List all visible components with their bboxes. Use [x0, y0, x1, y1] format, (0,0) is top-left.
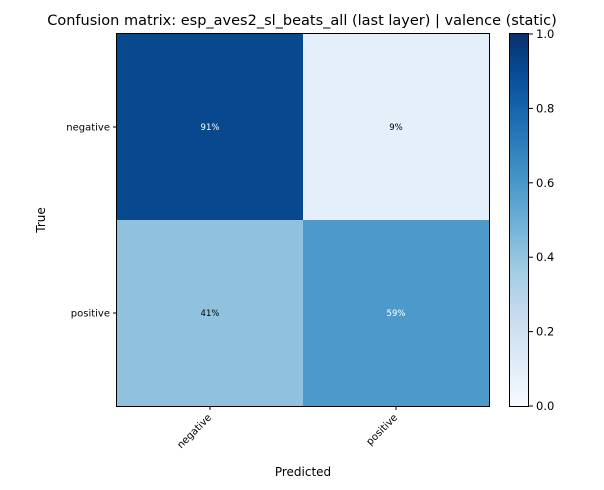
plot-frame — [116, 33, 490, 407]
cell-value-label: 59% — [387, 309, 406, 319]
x-tick-label: negative — [175, 412, 214, 451]
colorbar-axis: 0.0 0.2 0.4 0.6 0.8 1.0 — [529, 27, 554, 413]
heatmap-cells — [117, 34, 489, 406]
heatmap-cell — [303, 220, 489, 406]
y-axis: negative positive — [66, 123, 117, 320]
colorbar-tick-label: 0.0 — [536, 399, 554, 413]
x-axis-label: Predicted — [275, 465, 331, 479]
y-axis-label: True — [34, 207, 48, 234]
colorbar-tick-label: 0.8 — [536, 101, 554, 115]
y-tick-label: negative — [66, 123, 110, 134]
cell-value-label: 9% — [389, 123, 403, 133]
heatmap-cell — [117, 34, 303, 220]
y-tick-label: positive — [71, 309, 110, 320]
x-tick-label: positive — [365, 412, 401, 448]
heatmap-cell-labels: 91% 9% 41% 59% — [201, 123, 406, 319]
chart-title: Confusion matrix: esp_aves2_sl_beats_all… — [47, 13, 557, 29]
cell-value-label: 41% — [201, 309, 220, 319]
colorbar-tick-label: 0.6 — [536, 176, 554, 190]
heatmap-cell — [303, 34, 489, 220]
colorbar-tick-label: 0.2 — [536, 325, 554, 339]
colorbar-tick-label: 0.4 — [536, 250, 554, 264]
x-axis: negative positive — [175, 406, 400, 451]
colorbar — [509, 33, 529, 407]
cell-value-label: 91% — [201, 123, 220, 133]
heatmap-cell — [117, 220, 303, 406]
colorbar-tick-label: 1.0 — [536, 27, 554, 41]
